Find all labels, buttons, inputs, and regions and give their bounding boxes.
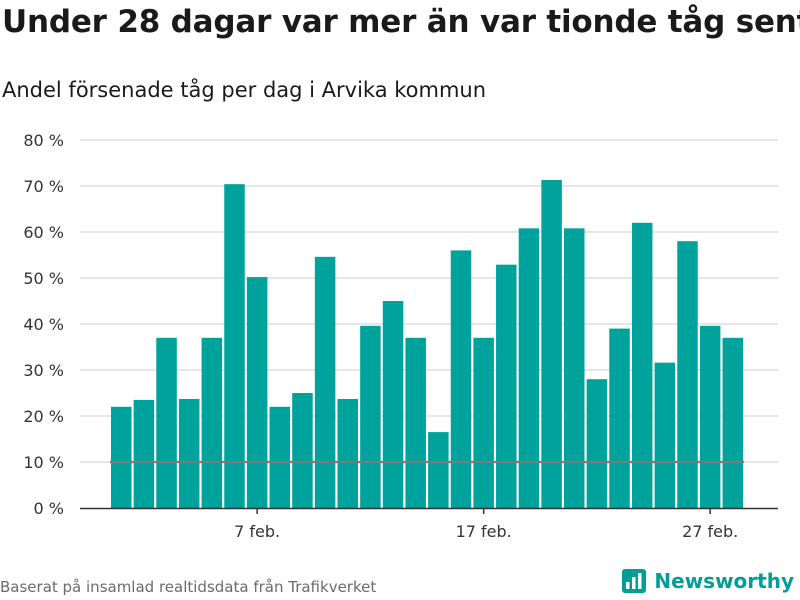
y-tick-label: 50 % [23, 269, 64, 288]
bar [269, 406, 291, 508]
bar [224, 184, 245, 508]
bar [609, 328, 630, 508]
y-tick-label: 20 % [23, 407, 64, 426]
bar [111, 406, 132, 508]
source-note: Baserat på insamlad realtidsdata från Tr… [0, 578, 377, 596]
bar [473, 337, 494, 508]
bar [314, 256, 336, 508]
chart-subtitle: Andel försenade tåg per dag i Arvika kom… [2, 78, 487, 102]
bar-chart-logo-icon [622, 569, 647, 593]
brand-logo-group[interactable]: Newsworthy [622, 569, 794, 593]
brand-name: Newsworthy [654, 569, 794, 593]
y-tick-label: 30 % [23, 361, 64, 380]
y-tick-label: 0 % [34, 499, 64, 518]
bar [631, 222, 653, 509]
bar [382, 301, 404, 508]
y-tick-label: 60 % [23, 223, 64, 242]
bars [111, 180, 744, 509]
x-axis [80, 507, 778, 514]
bar [699, 325, 721, 508]
y-tick-label: 10 % [23, 453, 64, 472]
bar [677, 241, 698, 508]
bar [450, 250, 472, 508]
bar [156, 337, 177, 508]
bar [360, 325, 381, 508]
bar [518, 228, 540, 508]
x-tick-label: 17 feb. [456, 522, 512, 541]
bar [564, 228, 585, 508]
chart-title: Under 28 dagar var mer än var tionde tåg… [2, 4, 800, 40]
y-tick-label: 80 % [23, 131, 64, 150]
bar [722, 337, 744, 508]
bar [246, 277, 268, 508]
bar [541, 180, 562, 508]
bar [428, 432, 449, 508]
bar [133, 399, 155, 508]
gridlines [80, 139, 778, 463]
bar [654, 362, 676, 508]
y-axis-tick-labels: 0 % 10 % 20 % 30 % 40 % 50 % 60 % 70 % 80 % [23, 131, 64, 518]
x-axis-tick-labels: 7 feb. 17 feb. 27 feb. [234, 522, 738, 541]
bar [337, 398, 358, 508]
y-tick-label: 70 % [23, 177, 64, 196]
bar [405, 337, 426, 508]
x-tick-label: 7 feb. [234, 522, 280, 541]
bar [201, 337, 223, 508]
y-tick-label: 40 % [23, 315, 64, 334]
bar [178, 398, 200, 508]
bar [292, 393, 313, 508]
x-tick-label: 27 feb. [682, 522, 738, 541]
bar [586, 379, 608, 508]
bar [496, 264, 517, 508]
